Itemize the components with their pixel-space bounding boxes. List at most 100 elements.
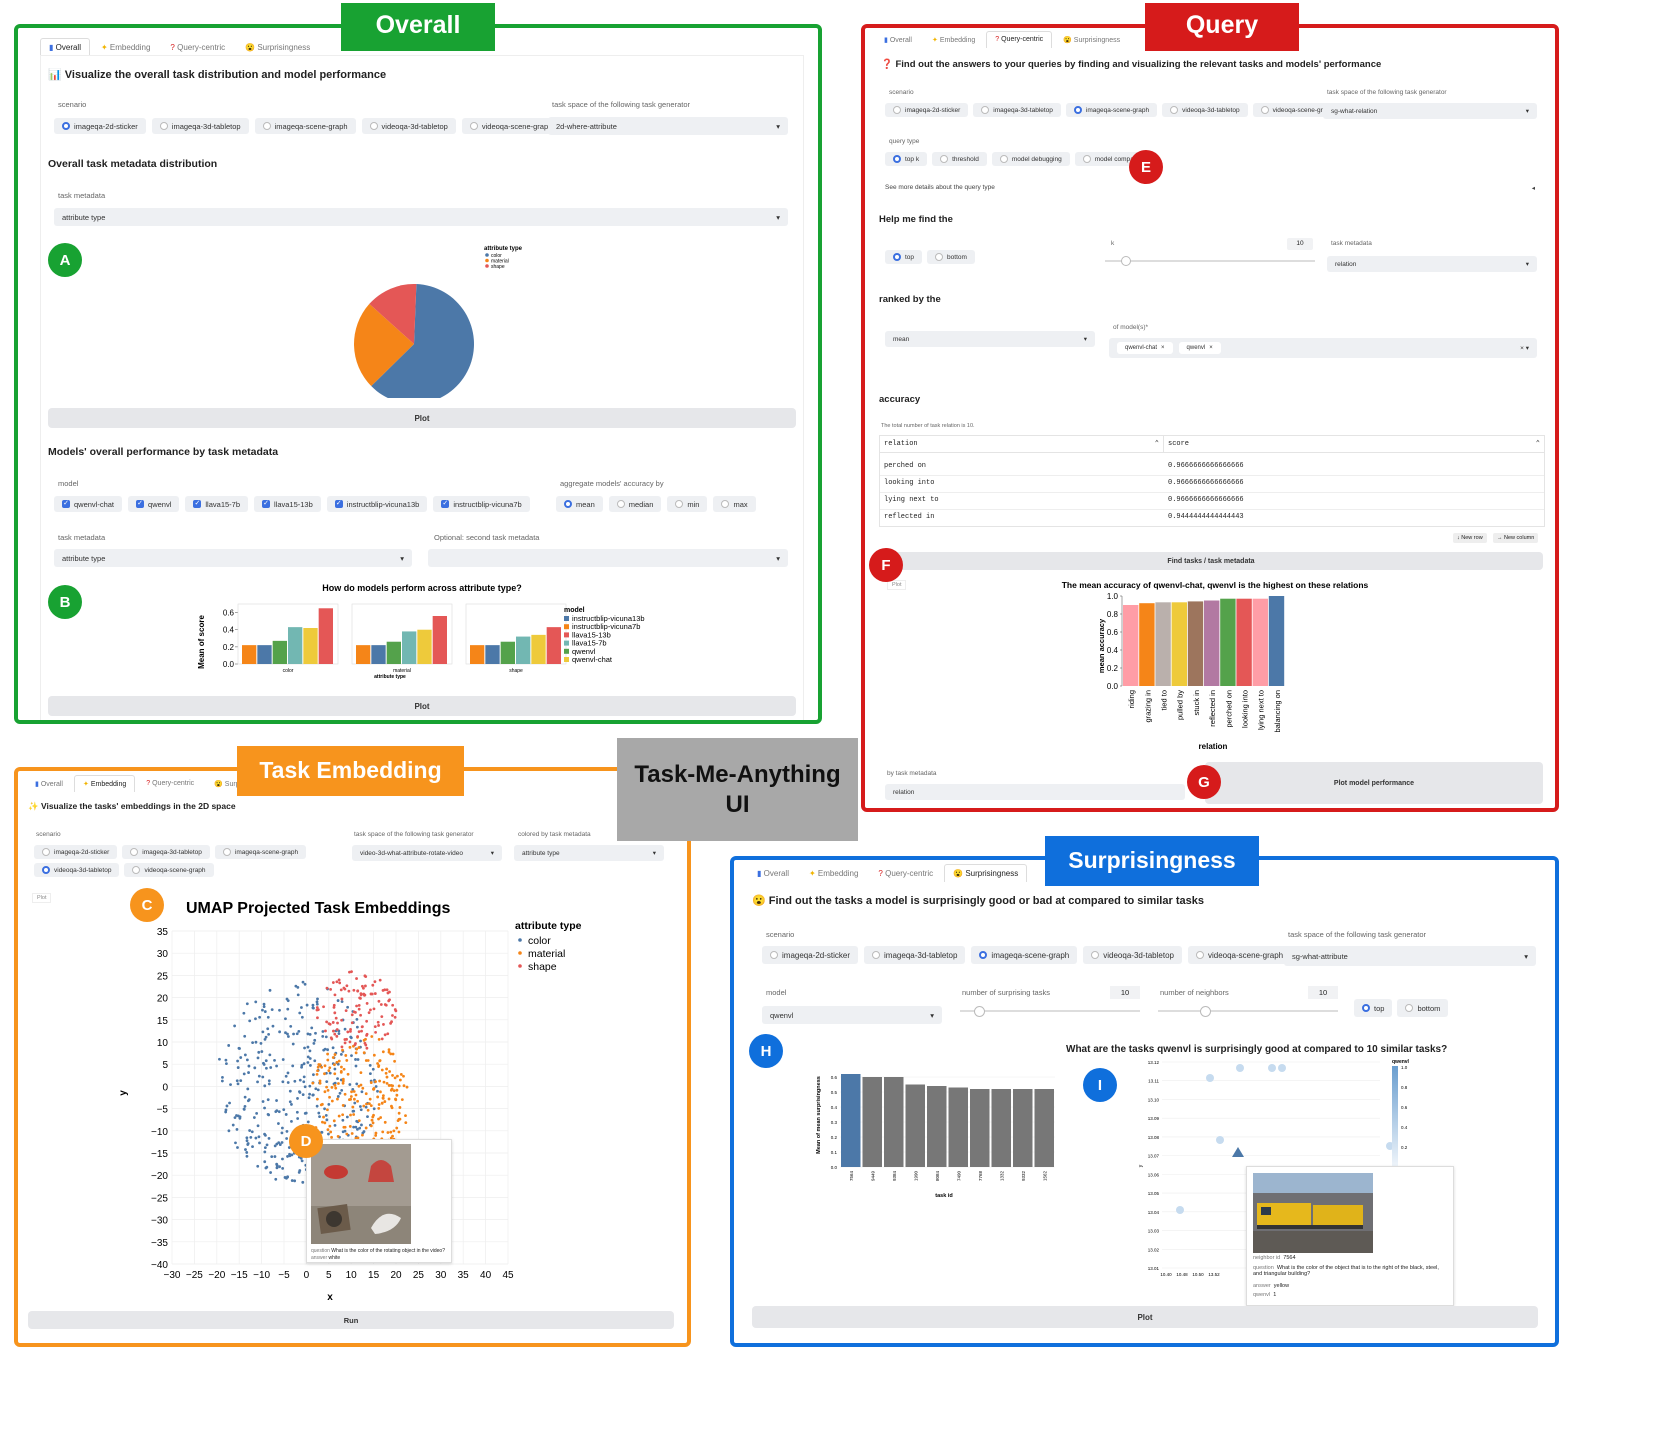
query-details-accordion[interactable]: See more details about the query type ◂ xyxy=(885,184,1535,192)
plot-button-2[interactable]: Plot xyxy=(48,696,796,716)
query-type-option[interactable]: threshold xyxy=(932,152,987,166)
sort-icon[interactable]: ⌃ xyxy=(1535,440,1540,448)
metadata-select-2[interactable]: attribute type ▾ xyxy=(54,549,412,567)
model-select[interactable]: qwenvl ▾ xyxy=(762,1006,942,1024)
num-surprising-slider[interactable] xyxy=(960,1010,1140,1012)
scenario-option[interactable]: videoqa-scene-graph xyxy=(1187,946,1292,964)
scenario-option[interactable]: imageqa-3d-tabletop xyxy=(151,118,249,134)
scenario-option[interactable]: imageqa-3d-tabletop xyxy=(973,103,1061,117)
bottom-option[interactable]: bottom xyxy=(1397,999,1449,1017)
run-button[interactable]: Run xyxy=(28,1311,674,1329)
aggregate-option[interactable]: min xyxy=(667,496,708,512)
generator-select[interactable]: video-3d-what-attribute-rotate-video ▾ xyxy=(352,845,502,861)
scenario-option[interactable]: imageqa-scene-graph xyxy=(971,946,1078,964)
table-row[interactable]: looking into 0.9666666666666666 xyxy=(880,476,1544,493)
scenario-option[interactable]: imageqa-scene-graph xyxy=(1065,103,1158,117)
tab-overall[interactable]: ▮ Overall xyxy=(40,38,90,56)
bottom-option[interactable]: bottom xyxy=(927,250,975,264)
models-multiselect[interactable]: qwenvl-chat × qwenvl × × ▾ xyxy=(1109,338,1537,358)
second-metadata-select[interactable]: ▾ xyxy=(428,549,788,567)
model-option[interactable]: ✓ qwenvl-chat xyxy=(54,496,123,512)
plot-small-button[interactable]: Plot xyxy=(887,580,907,590)
clear-chevron-icon[interactable]: × ▾ xyxy=(1520,345,1529,352)
num-neighbors-handle[interactable] xyxy=(1200,1006,1211,1017)
neighbor-point[interactable] xyxy=(1216,1136,1224,1144)
remove-icon[interactable]: × xyxy=(1209,345,1213,351)
table-row[interactable]: perched on 0.9666666666666666 xyxy=(880,459,1544,476)
aggregate-option[interactable]: median xyxy=(608,496,662,512)
scenario-option[interactable]: imageqa-3d-tabletop xyxy=(122,845,210,859)
k-value-box[interactable]: 10 xyxy=(1287,238,1313,250)
tab-query-centric[interactable]: ? Query-centric xyxy=(878,869,934,878)
tab-surprisingness[interactable]: 😮 Surprisingness xyxy=(944,864,1028,882)
model-tag[interactable]: qwenvl-chat × xyxy=(1117,342,1173,354)
tab-overall[interactable]: ▮ Overall xyxy=(35,781,63,788)
plot-model-performance-button[interactable]: Plot model performance xyxy=(1205,762,1543,804)
new-column-button[interactable]: → New column xyxy=(1493,533,1539,543)
target-task-marker[interactable] xyxy=(1232,1147,1244,1157)
scenario-option[interactable]: imageqa-2d-sticker xyxy=(54,118,146,134)
plot-button[interactable]: Plot xyxy=(752,1306,1538,1328)
num-neighbors-slider[interactable] xyxy=(1158,1010,1338,1012)
scenario-option[interactable]: imageqa-2d-sticker xyxy=(885,103,969,117)
model-option[interactable]: ✓ qwenvl xyxy=(128,496,180,512)
model-option[interactable]: ✓ instructblip-vicuna7b xyxy=(433,496,530,512)
new-row-button[interactable]: ↓ New row xyxy=(1453,533,1487,543)
top-option[interactable]: top xyxy=(885,250,923,264)
scenario-option[interactable]: videoqa-scene-graph xyxy=(1252,103,1342,117)
task-metadata-select[interactable]: relation ▾ xyxy=(1327,256,1537,272)
tab-overall[interactable]: ▮ Overall xyxy=(884,37,912,44)
scenario-option[interactable]: videoqa-3d-tabletop xyxy=(1162,103,1248,117)
tab-query-centric[interactable]: ? Query-centric xyxy=(170,43,226,52)
scenario-option[interactable]: videoqa-3d-tabletop xyxy=(1083,946,1182,964)
neighbor-point[interactable] xyxy=(1206,1074,1214,1082)
neighbor-point[interactable] xyxy=(1176,1206,1184,1214)
num-surprising-value[interactable]: 10 xyxy=(1110,986,1140,999)
model-option[interactable]: ✓ llava15-13b xyxy=(254,496,321,512)
scenario-option[interactable]: imageqa-2d-sticker xyxy=(762,946,859,964)
tab-query-centric[interactable]: ? Query-centric xyxy=(146,780,195,787)
num-surprising-handle[interactable] xyxy=(974,1006,985,1017)
scenario-option[interactable]: imageqa-scene-graph xyxy=(254,118,356,134)
find-tasks-button[interactable]: Find tasks / task metadata xyxy=(879,552,1543,570)
neighbor-point[interactable] xyxy=(1268,1064,1276,1072)
top-option[interactable]: top xyxy=(1354,999,1393,1017)
model-option[interactable]: ✓ instructblip-vicuna13b xyxy=(326,496,428,512)
rank-select[interactable]: mean ▾ xyxy=(885,331,1095,347)
generator-select[interactable]: 2d-where-attribute ▾ xyxy=(548,117,788,135)
generator-select[interactable]: sg-what-attribute ▾ xyxy=(1284,946,1536,966)
neighbor-point[interactable] xyxy=(1236,1064,1244,1072)
plot-button[interactable]: Plot xyxy=(48,408,796,428)
tab-embedding[interactable]: ✦ Embedding xyxy=(808,869,859,878)
aggregate-option[interactable]: mean xyxy=(556,496,603,512)
table-row[interactable]: reflected in 0.9444444444444443 xyxy=(884,513,1244,521)
plot-small-button[interactable]: Plot xyxy=(32,893,52,903)
scenario-option[interactable]: videoqa-3d-tabletop xyxy=(361,118,456,134)
scenario-option[interactable]: videoqa-scene-graph xyxy=(124,863,214,877)
tab-query-centric[interactable]: ? Query-centric xyxy=(986,31,1053,48)
k-slider-handle[interactable] xyxy=(1121,256,1131,266)
scenario-option[interactable]: imageqa-scene-graph xyxy=(214,845,307,859)
tab-embedding[interactable]: ✦ Embedding xyxy=(100,43,151,52)
tab-surprisingness[interactable]: 😮 Surprisingness xyxy=(245,43,311,52)
col-header-relation[interactable]: relation ⌃ xyxy=(880,436,1164,453)
num-neighbors-value[interactable]: 10 xyxy=(1308,986,1338,999)
aggregate-option[interactable]: max xyxy=(713,496,756,512)
col-header-score[interactable]: score ⌃ xyxy=(1164,436,1544,453)
colored-by-select[interactable]: attribute type ▾ xyxy=(514,845,664,861)
by-task-metadata-select[interactable]: relation xyxy=(885,784,1185,800)
scenario-option[interactable]: videoqa-scene-graph xyxy=(461,118,561,134)
scenario-option[interactable]: imageqa-2d-sticker xyxy=(34,845,118,859)
query-type-option[interactable]: model debugging xyxy=(991,152,1070,166)
model-option[interactable]: ✓ llava15-7b xyxy=(185,496,248,512)
scenario-option[interactable]: imageqa-3d-tabletop xyxy=(864,946,966,964)
scenario-option[interactable]: videoqa-3d-tabletop xyxy=(34,863,120,877)
query-type-option[interactable]: top k xyxy=(885,152,928,166)
tab-embedding[interactable]: ✦ Embedding xyxy=(74,775,136,792)
tab-overall[interactable]: ▮ Overall xyxy=(757,869,789,878)
k-slider-track[interactable] xyxy=(1105,260,1315,262)
remove-icon[interactable]: × xyxy=(1161,345,1165,351)
table-row[interactable]: lying next to 0.9666666666666666 xyxy=(880,493,1544,510)
tab-surprisingness[interactable]: 😮 Surprisingness xyxy=(1063,37,1121,44)
model-tag[interactable]: qwenvl × xyxy=(1178,342,1221,354)
